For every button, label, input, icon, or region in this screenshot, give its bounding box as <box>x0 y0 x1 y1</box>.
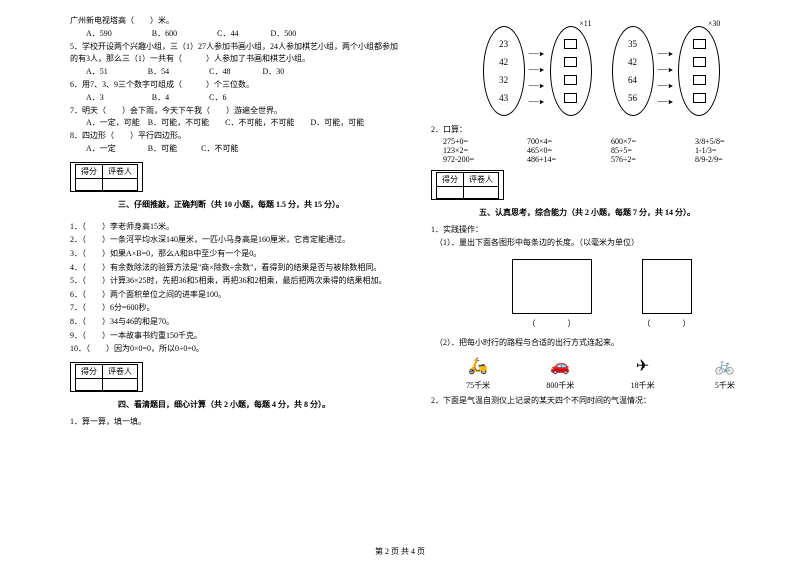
paren-2: （ ） <box>642 318 692 329</box>
ov2-n3: 56 <box>628 93 637 103</box>
q4-opts: A．590 B．600 C．44 D．500 <box>70 28 411 41</box>
q5-1: 5．学校开设两个兴趣小组，三（1）27人参加书画小组，24人参加棋艺小组，两个小… <box>70 41 411 54</box>
ov2-n2: 64 <box>628 75 637 85</box>
measure-rects <box>431 259 772 314</box>
v-label-3: 18千米 <box>624 380 662 391</box>
j4: 4．（ ）有余数除法的验算方法是"商×除数÷余数"，看得到的结果是否与被除数相同… <box>70 261 411 275</box>
car-icon: 🚗 <box>541 356 579 378</box>
section-5-title: 五、认真思考，综合能力（共 2 小题，每题 7 分，共 14 分）。 <box>479 207 772 218</box>
j5: 5．（ ）计算36×25时，先把36和5相乘，再把36和2相乘，最后把两次乘得的… <box>70 274 411 288</box>
scorer-label: 评卷人 <box>103 364 138 378</box>
answer-box[interactable] <box>693 75 706 85</box>
page-footer: 第 2 页 共 4 页 <box>0 546 800 557</box>
arrow-icon: ──► <box>529 98 546 106</box>
calc-row: 123×2= 465×0= 85÷5= 1-1/3= <box>431 146 772 155</box>
score-label: 得分 <box>437 172 464 186</box>
j6: 6．（ ）两个面积单位之间的进率是100。 <box>70 288 411 302</box>
arrow-icon: ──► <box>658 50 675 58</box>
score-box-4: 得分评卷人 <box>70 362 143 392</box>
section-4-title: 四、看清题目，细心计算（共 2 小题，每题 4 分，共 8 分）。 <box>118 399 411 410</box>
answer-box[interactable] <box>564 75 577 85</box>
q6: 6．用7、3、9三个数字可组成（ ）个三位数。 <box>70 79 411 92</box>
oval-right-1 <box>550 26 592 116</box>
calc-cell: 8/9-2/9= <box>695 155 755 164</box>
arrow-icon: ──► <box>658 98 675 106</box>
paren-1: （ ） <box>512 318 592 329</box>
j9: 9．（ ）一本故事书约重150千克。 <box>70 329 411 343</box>
calc-cell: 85÷5= <box>611 146 671 155</box>
bicycle-icon: 🚲 <box>706 356 744 378</box>
v-label-4: 5千米 <box>706 380 744 391</box>
j1: 1．（ ）李老师身高15米。 <box>70 220 411 234</box>
arrow-icon: ──► <box>529 50 546 58</box>
ov1-n1: 42 <box>499 57 508 67</box>
plane-icon: ✈ <box>624 356 662 378</box>
calc-q1: 1．算一算，填一填。 <box>70 416 411 429</box>
p1: 1．实践操作： <box>431 224 772 237</box>
ov1-n3: 43 <box>499 93 508 103</box>
ov1-n2: 32 <box>499 75 508 85</box>
rect-1 <box>512 259 592 314</box>
score-label: 得分 <box>76 164 103 178</box>
scorer-label: 评卷人 <box>464 172 499 186</box>
calc-cell: 123×2= <box>443 146 503 155</box>
calc-cell: 465×0= <box>527 146 587 155</box>
answer-box[interactable] <box>693 57 706 67</box>
score-box-3: 得分评卷人 <box>70 162 143 192</box>
oval-left-2: 35 42 64 56 <box>612 26 654 116</box>
v-label-1: 75千米 <box>459 380 497 391</box>
p2: 2．下面是气温自测仪上记录的某天四个不同时间的气温情况： <box>431 395 772 408</box>
calc-cell: 576÷2= <box>611 155 671 164</box>
answer-box[interactable] <box>564 93 577 103</box>
section-3-title: 三、仔细推敲，正确判断（共 10 小题，每题 1.5 分，共 15 分）。 <box>118 199 411 210</box>
answer-box[interactable] <box>564 39 577 49</box>
q8: 8．四边形（ ）平行四边形。 <box>70 130 411 143</box>
motorcycle-icon: 🛵 <box>459 356 497 378</box>
j8: 8．（ ）34与46的和是70。 <box>70 315 411 329</box>
score-label: 得分 <box>76 364 103 378</box>
calc-row: 972-200= 486+14= 576÷2= 8/9-2/9= <box>431 155 772 164</box>
answer-box[interactable] <box>693 39 706 49</box>
p1-2: （2）．把每小时行的路程与合适的出行方式连起来。 <box>431 337 772 350</box>
calc-cell: 486+14= <box>527 155 587 164</box>
oval-diagrams: ×11 23 42 32 43 ──► ──► ──► ──► <box>431 19 772 116</box>
calc-cell: 1-1/3= <box>695 146 755 155</box>
q8-opts: A．一定 B．可能 C．不可能 <box>70 143 411 156</box>
j10: 10．（ ）因为0×0=0，所以0÷0=0。 <box>70 342 411 356</box>
oval-left-1: 23 42 32 43 <box>483 26 525 116</box>
arrow-icon: ──► <box>529 66 546 74</box>
calc-cell: 275+0= <box>443 137 503 146</box>
v-label-2: 800千米 <box>541 380 579 391</box>
arrow-icon: ──► <box>658 82 675 90</box>
q5-opts: A．51 B．54 C．48 D．30 <box>70 66 411 79</box>
calc-cell: 600×7= <box>611 137 671 146</box>
ov2-n0: 35 <box>628 39 637 49</box>
oval-right-2 <box>678 26 720 116</box>
j3: 3．（ ）如果A×B=0，那么A和B中至少有一个是0。 <box>70 247 411 261</box>
j2: 2．（ ）一条河平均水深140厘米，一匹小马身高是160厘米，它肯定能通过。 <box>70 233 411 247</box>
p1-1: （1）．量出下面各图形中每条边的长度。（以毫米为单位） <box>431 237 772 250</box>
calc-cell: 3/8+5/8= <box>695 137 755 146</box>
ov2-n1: 42 <box>628 57 637 67</box>
q7: 7．明天（ ）会下雨，今天下午我（ ）游遍全世界。 <box>70 105 411 118</box>
rect-2 <box>642 259 692 314</box>
scorer-label: 评卷人 <box>103 164 138 178</box>
q6-opts: A．3 B．4 C．6 <box>70 92 411 105</box>
j7: 7．（ ）6分=600秒。 <box>70 301 411 315</box>
q5-2: 的有3人，那么三（1）一共有（ ）人参加了书画和棋艺小组。 <box>70 53 411 66</box>
ov1-n0: 23 <box>499 39 508 49</box>
vehicle-row: 🛵 🚗 ✈ 🚲 <box>431 356 772 378</box>
calc-q2: 2．口算： <box>431 124 772 137</box>
answer-box[interactable] <box>693 93 706 103</box>
calc-cell: 700×4= <box>527 137 587 146</box>
q4-intro: 广州新电视塔高（ ）米。 <box>70 15 411 28</box>
calc-cell: 972-200= <box>443 155 503 164</box>
arrow-icon: ──► <box>529 82 546 90</box>
score-box-5: 得分评卷人 <box>431 170 504 200</box>
answer-box[interactable] <box>564 57 577 67</box>
arrow-icon: ──► <box>658 66 675 74</box>
calc-row: 275+0= 700×4= 600×7= 3/8+5/8= <box>431 137 772 146</box>
q7-opts: A．一定，可能 B．可能，不可能 C．不可能，不可能 D．可能，可能 <box>70 117 411 130</box>
